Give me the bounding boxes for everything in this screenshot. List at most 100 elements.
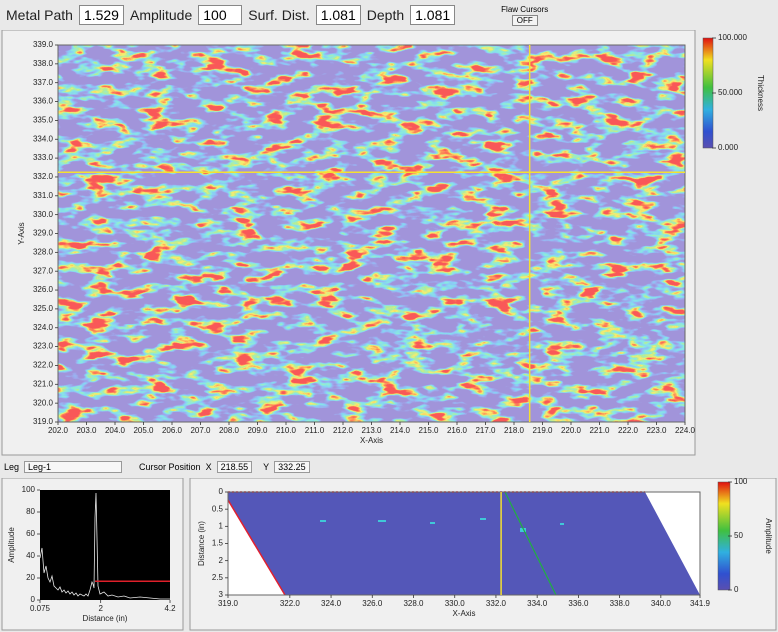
x-tick-label: 207.0: [190, 426, 211, 435]
y-tick-label: 335.0: [33, 116, 54, 125]
x-tick-label: 322.0: [280, 599, 301, 608]
leg-label: Leg: [4, 462, 19, 472]
x-tick-label: 332.0: [486, 599, 507, 608]
field-label: Metal Path: [6, 7, 73, 23]
field-label: Surf. Dist.: [248, 7, 309, 23]
x-tick-label: 209.0: [247, 426, 268, 435]
field-value: 100: [198, 5, 242, 25]
x-tick-label: 211.0: [305, 426, 325, 435]
y-tick-label: 339.0: [33, 40, 54, 49]
colorbar-tick-label: 50: [734, 531, 743, 540]
x-tick-label: 217.0: [475, 426, 496, 435]
x-tick-label: 202.0: [48, 426, 69, 435]
x-tick-label: 334.0: [527, 599, 548, 608]
x-tick-label: 212.0: [333, 426, 354, 435]
y-tick-label: 328.0: [33, 247, 54, 256]
flaw-select[interactable]: OFF: [512, 15, 538, 26]
x-tick-label: 223.0: [646, 426, 667, 435]
y-tick-label: 1.5: [212, 539, 224, 548]
x-label: X: [206, 462, 212, 472]
bscan-image: [228, 492, 700, 595]
y-tick-label: 0: [31, 595, 36, 604]
y-axis-label: Amplitude: [7, 527, 16, 563]
x-tick-label: 218.0: [504, 426, 525, 435]
y-tick-label: 3: [219, 590, 224, 599]
x-tick-label: 4.2: [164, 604, 176, 613]
x-tick-label: 224.0: [675, 426, 696, 435]
x-tick-label: 324.0: [321, 599, 342, 608]
x-tick-label: 213.0: [361, 426, 382, 435]
y-axis-label: Y-Axis: [17, 222, 26, 244]
leg-value: Leg-1: [24, 461, 122, 473]
colorbar: [703, 38, 713, 148]
field-value: 1.529: [79, 5, 124, 25]
x-axis-label: Distance (in): [83, 614, 128, 623]
x-tick-label: 221.0: [589, 426, 610, 435]
x-tick-label: 326.0: [362, 599, 383, 608]
y-tick-label: 20: [26, 573, 35, 582]
x-tick-label: 206.0: [162, 426, 183, 435]
x-axis-label: X-Axis: [360, 436, 383, 445]
x-tick-label: 203.0: [76, 426, 97, 435]
y-label: Y: [263, 462, 269, 472]
x-tick-label: 208.0: [219, 426, 240, 435]
x-tick-label: 216.0: [447, 426, 468, 435]
y-tick-label: 322.0: [33, 361, 54, 370]
y-tick-label: 0: [219, 487, 224, 496]
x-tick-label: 328.0: [403, 599, 424, 608]
x-tick-label: 319.0: [218, 599, 239, 608]
y-tick-label: 2: [219, 556, 224, 565]
y-value: 332.25: [274, 461, 310, 473]
y-tick-label: 338.0: [33, 59, 54, 68]
x-tick-label: 210.0: [276, 426, 297, 435]
colorbar-tick-label: 50.000: [718, 88, 743, 97]
x-tick-label: 330.0: [445, 599, 466, 608]
y-tick-label: 320.0: [33, 398, 54, 407]
x-tick-label: 215.0: [418, 426, 439, 435]
y-tick-label: 325.0: [33, 304, 54, 313]
colorbar-tick-label: 0: [734, 585, 739, 594]
y-tick-label: 327.0: [33, 266, 54, 275]
y-tick-label: 333.0: [33, 153, 54, 162]
x-tick-label: 222.0: [618, 426, 639, 435]
y-tick-label: 326.0: [33, 285, 54, 294]
field-label: Depth: [367, 7, 404, 23]
y-tick-label: 40: [26, 551, 35, 560]
y-tick-label: 323.0: [33, 342, 54, 351]
y-tick-label: 337.0: [33, 78, 54, 87]
y-tick-label: 336.0: [33, 97, 54, 106]
ascan-plot: [40, 490, 170, 600]
colorbar-tick-label: 100.000: [718, 33, 747, 42]
y-tick-label: 324.0: [33, 323, 54, 332]
x-value: 218.55: [217, 461, 253, 473]
y-tick-label: 329.0: [33, 229, 54, 238]
x-tick-label: 204.0: [105, 426, 126, 435]
y-tick-label: 2.5: [212, 573, 224, 582]
x-tick-label: 219.0: [532, 426, 553, 435]
y-tick-label: 319.0: [33, 417, 54, 426]
y-tick-label: 331.0: [33, 191, 54, 200]
y-tick-label: 1: [219, 521, 224, 530]
x-tick-label: 336.0: [568, 599, 589, 608]
toolbar: Metal Path 1.529 Amplitude 100 Surf. Dist. 1.…: [0, 0, 778, 30]
y-tick-label: 321.0: [33, 379, 54, 388]
x-tick-label: 214.0: [390, 426, 411, 435]
field-value: 1.081: [316, 5, 361, 25]
field-label: Amplitude: [130, 7, 192, 23]
x-axis-label: X-Axis: [452, 609, 475, 618]
y-tick-label: 80: [26, 507, 35, 516]
y-axis-label: Distance (in): [197, 521, 206, 566]
x-tick-label: 0.075: [30, 604, 51, 613]
cursor-label: Cursor Position: [139, 462, 201, 472]
flaw-label: Flaw Cursors: [501, 5, 548, 14]
y-tick-label: 100: [22, 485, 36, 494]
y-tick-label: 0.5: [212, 504, 224, 513]
x-tick-label: 2: [98, 604, 103, 613]
field-value: 1.081: [410, 5, 455, 25]
x-tick-label: 205.0: [133, 426, 154, 435]
cscan-panel: 202.0 203.0 204.0 205.0 206.0 207.0 208.0 209.0…: [0, 30, 778, 458]
status-bar: Leg Leg-1 Cursor Position X 218.55 Y 332.25: [0, 458, 778, 476]
colorbar-label: Thickness: [756, 75, 765, 111]
